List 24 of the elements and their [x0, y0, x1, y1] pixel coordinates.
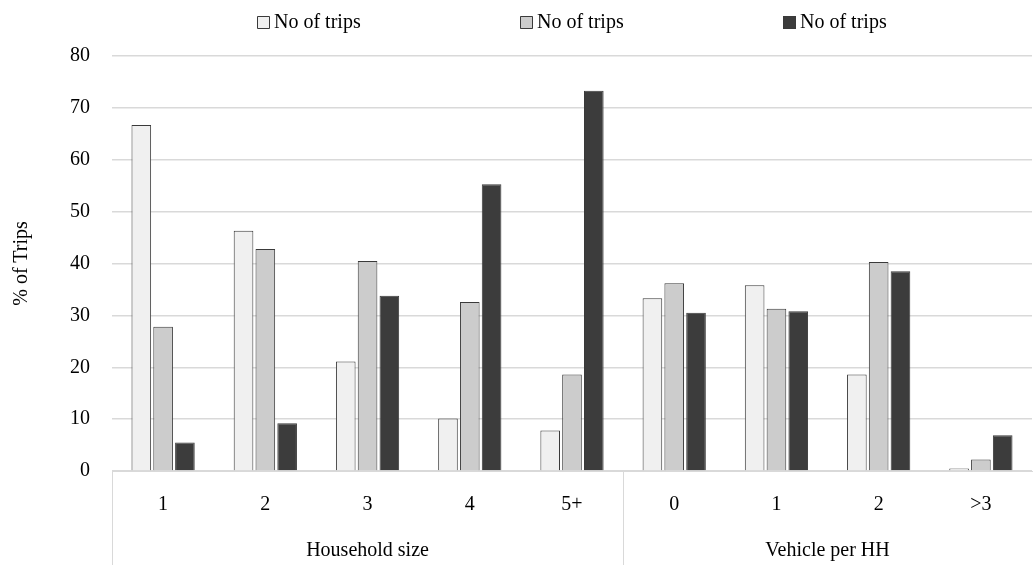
legend-label: No of trips	[800, 10, 887, 34]
x-tick-label: 2	[260, 492, 271, 515]
x-tick-label: 2	[873, 492, 884, 515]
text: Household size	[306, 538, 430, 561]
y-tick-label: 50	[70, 198, 90, 221]
y-tick-label: 20	[70, 354, 90, 377]
y-tick-label: 60	[70, 147, 90, 169]
x-tick-label: >3	[970, 492, 992, 515]
x-tick-label: 1	[158, 492, 169, 515]
x-tick-label: 4	[464, 492, 475, 515]
y-tick-label: 80	[70, 43, 90, 66]
y-tick-label: 10	[70, 406, 90, 429]
y-tick-label: 0	[80, 458, 90, 481]
text: Vehicle per HH	[765, 538, 890, 562]
y-tick-label: 70	[70, 95, 90, 118]
x-tick-label: 0	[669, 492, 680, 515]
y-tick-label: 30	[70, 302, 90, 325]
legend-label: No of trips	[537, 10, 624, 34]
y-axis-title: % of Trips	[9, 221, 33, 306]
legend-label: No of trips	[274, 10, 361, 34]
x-tick-label: 1	[771, 492, 782, 515]
y-tick-label: 40	[70, 250, 90, 273]
x-tick-label: 5+	[561, 492, 583, 515]
x-tick-label: 3	[362, 492, 373, 515]
